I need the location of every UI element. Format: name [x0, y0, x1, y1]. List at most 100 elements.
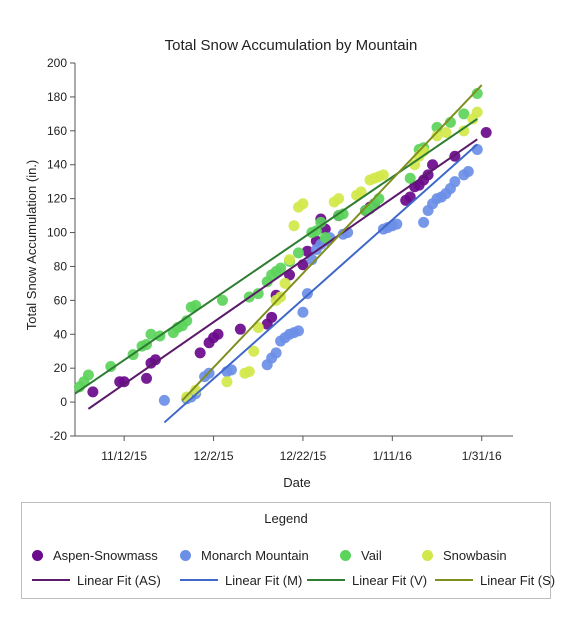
data-point-snowbasin: [431, 130, 443, 142]
data-point-monarch-mountain: [225, 364, 237, 376]
legend-label: Linear Fit (M): [225, 572, 303, 588]
data-point-snowbasin: [458, 125, 470, 137]
data-point-monarch-mountain: [391, 218, 403, 230]
data-point-snowbasin: [297, 198, 309, 210]
legend-row-fits: Linear Fit (AS) Linear Fit (M) Linear Fit …: [22, 570, 555, 590]
legend-marker-line: [307, 579, 345, 581]
legend-item-aspen-snowmass: Aspen-Snowmass: [32, 545, 158, 565]
data-point-snowbasin: [284, 254, 296, 266]
data-point-aspen-snowmass: [149, 354, 161, 366]
data-point-vail: [319, 232, 331, 244]
fit-line-linear-fit-as-: [87, 138, 478, 410]
legend-item-monarch-mountain: Monarch Mountain: [180, 545, 309, 565]
x-axis-label: Date: [283, 475, 310, 490]
data-point-aspen-snowmass: [480, 127, 492, 139]
legend-marker-dot: [180, 549, 191, 561]
chart-title: Total Snow Accumulation by Mountain: [165, 37, 418, 54]
legend-label: Linear Fit (V): [352, 572, 428, 588]
legend-item-snowbasin: Snowbasin: [422, 545, 507, 565]
data-point-aspen-snowmass: [141, 372, 153, 384]
x-tick-label: 1/31/16: [462, 449, 502, 463]
y-tick-label: 40: [54, 327, 68, 341]
fit-line-linear-fit-m-: [163, 143, 478, 424]
data-point-monarch-mountain: [158, 394, 170, 406]
data-point-vail: [145, 328, 157, 340]
data-point-aspen-snowmass: [118, 376, 130, 388]
y-tick-label: -20: [50, 429, 68, 443]
fit-line-linear-fit-s-: [181, 84, 483, 402]
legend-label: Vail: [361, 547, 382, 563]
scatter-chart: Total Snow Accumulation by Mountain -20 0…: [24, 37, 513, 490]
y-tick-label: 100: [47, 226, 67, 240]
data-point-vail: [82, 369, 94, 381]
data-point-monarch-mountain: [270, 347, 282, 359]
legend-label: Monarch Mountain: [201, 547, 309, 563]
data-point-vail: [275, 262, 287, 274]
legend-title: Legend: [264, 511, 308, 526]
y-axis-label: Total Snow Accumulation (in.): [24, 160, 39, 331]
legend-label: Linear Fit (AS): [77, 572, 161, 588]
fit-line-linear-fit-v-: [74, 118, 478, 395]
x-tick-label: 12/22/15: [280, 449, 327, 463]
legend-label: Snowbasin: [443, 547, 507, 563]
x-tick-label: 11/12/15: [101, 449, 147, 463]
y-tick-label: 160: [47, 124, 67, 138]
legend-marker-line: [180, 579, 218, 581]
data-point-snowbasin: [377, 169, 389, 181]
data-point-snowbasin: [355, 186, 367, 198]
data-point-vail: [181, 315, 193, 327]
data-point-vail: [105, 360, 117, 372]
data-point-vail: [458, 108, 470, 120]
data-point-vail: [252, 288, 264, 300]
data-point-snowbasin: [288, 220, 300, 232]
data-point-snowbasin: [252, 321, 264, 333]
data-point-monarch-mountain: [301, 288, 313, 300]
legend-marker-dot: [340, 549, 351, 561]
data-point-snowbasin: [279, 277, 291, 289]
data-point-snowbasin: [243, 366, 255, 378]
legend-item-vail: Vail: [340, 545, 382, 565]
data-point-aspen-snowmass: [266, 311, 278, 323]
data-point-aspen-snowmass: [194, 347, 206, 359]
data-point-monarch-mountain: [449, 176, 461, 188]
data-point-vail: [471, 88, 483, 100]
legend-item-linear-fit-as-: Linear Fit (AS): [32, 570, 161, 590]
data-point-snowbasin: [440, 127, 452, 139]
data-point-snowbasin: [409, 159, 421, 171]
y-tick-label: 60: [54, 293, 68, 307]
chart-legend: Legend Aspen-Snowmass Monarch Mountain Vai…: [21, 502, 555, 599]
legend-label: Aspen-Snowmass: [53, 547, 158, 563]
y-tick-label: 120: [47, 192, 67, 206]
x-tick-label: 12/2/15: [194, 449, 234, 463]
legend-marker-line: [435, 579, 473, 581]
y-tick-label: 180: [47, 90, 67, 104]
y-tick-label: 20: [54, 361, 68, 375]
data-point-vail: [292, 247, 304, 259]
data-point-aspen-snowmass: [87, 386, 99, 398]
y-tick-label: 0: [60, 395, 67, 409]
data-point-vail: [337, 208, 349, 220]
data-point-snowbasin: [471, 106, 483, 118]
data-point-vail: [216, 294, 228, 306]
legend-marker-line: [32, 579, 70, 581]
plot-area: -20 0 20 40 60 80 100 120 140 160 180 200 11/12/15 12…: [47, 56, 513, 463]
y-tick-label: 140: [47, 158, 67, 172]
data-point-monarch-mountain: [292, 325, 304, 337]
legend-item-linear-fit-s-: Linear Fit (S): [435, 570, 555, 590]
data-point-aspen-snowmass: [212, 328, 224, 340]
data-point-monarch-mountain: [462, 166, 474, 178]
y-tick-label: 200: [47, 56, 67, 70]
data-point-snowbasin: [221, 376, 233, 388]
legend-marker-dot: [32, 549, 43, 561]
legend-row-scatter: Aspen-Snowmass Monarch Mountain Vail Snowba…: [22, 545, 550, 565]
data-point-snowbasin: [333, 193, 345, 205]
legend-item-linear-fit-m-: Linear Fit (M): [180, 570, 302, 590]
data-point-aspen-snowmass: [404, 191, 416, 203]
data-point-aspen-snowmass: [234, 323, 246, 335]
data-point-monarch-mountain: [297, 306, 309, 318]
data-point-monarch-mountain: [418, 216, 430, 228]
data-point-snowbasin: [248, 345, 260, 357]
data-point-vail: [404, 172, 416, 184]
x-tick-label: 1/11/16: [373, 449, 412, 463]
